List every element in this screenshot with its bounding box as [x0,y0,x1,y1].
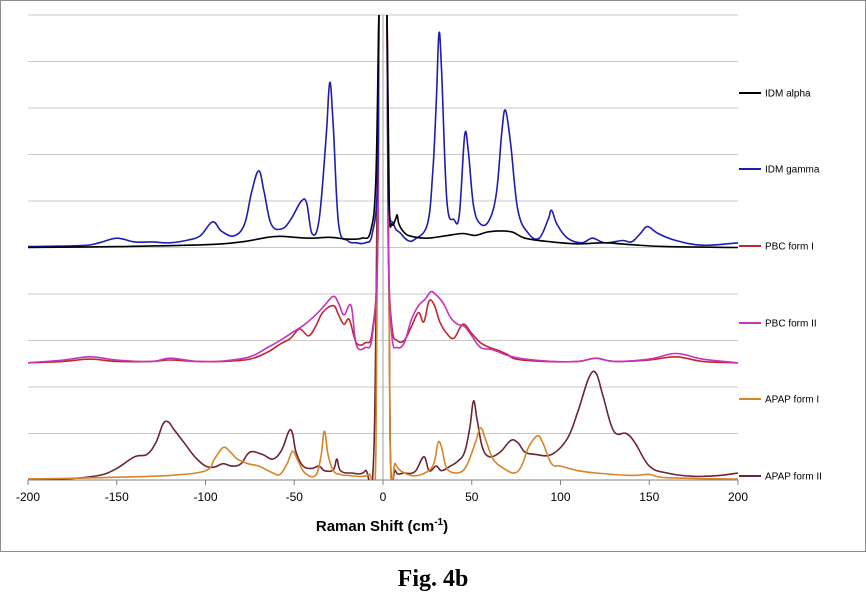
x-axis-label: Raman Shift (cm-1) [316,517,448,535]
series-line-apap-form-ii [28,15,738,480]
x-tick-labels: -200 -150 -100 -50 0 50 100 150 200 [16,490,748,504]
x-tick-label: -50 [286,490,304,504]
legend-label-apap-form-ii: APAP form II [765,472,822,483]
legend: IDM alpha IDM gamma PBC form I PBC form II A… [739,89,822,483]
x-tick-label: 200 [728,490,748,504]
series-line-idm-gamma [28,15,738,248]
x-tick-label: -200 [16,490,40,504]
legend-label-pbc-form-ii: PBC form II [765,319,817,330]
x-tick-label: 150 [639,490,659,504]
x-tick-label: 50 [465,490,479,504]
raman-spectrum-chart: -200 -150 -100 -50 0 50 100 150 200 IDM alphaIDM… [16,14,822,535]
x-tick-label: -100 [193,490,217,504]
axes [27,15,739,485]
x-tick-label: 100 [550,490,570,504]
x-tick-label: -150 [105,490,129,504]
legend-label-pbc-form-i: PBC form I [765,242,814,253]
series-layer [28,15,738,480]
legend-label-idm-alpha: IDM alpha [765,89,811,100]
series-line-idm-alpha [28,15,738,249]
chart-frame: -200 -150 -100 -50 0 50 100 150 200 IDM alpha IDM… [0,0,866,552]
figure-caption: Fig. 4b [397,566,469,592]
legend-label-idm-gamma: IDM gamma [765,165,820,176]
legend-label-apap-form-i: APAP form I [765,395,819,406]
x-tick-label: 0 [380,490,387,504]
